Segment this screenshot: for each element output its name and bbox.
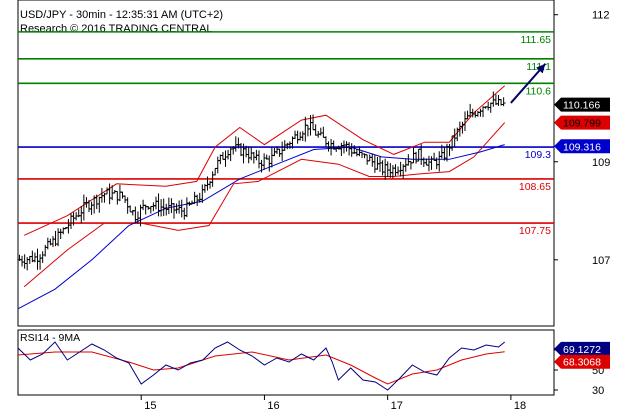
x-tick-label: 17 [391, 400, 403, 412]
price-tag-support [554, 115, 610, 130]
x-tick-label: 18 [514, 400, 526, 412]
bollinger-upper-line [23, 85, 506, 236]
rsi-y-tick-label: 30 [592, 385, 604, 397]
price-tag-label: 109.316 [563, 141, 601, 153]
y-tick-label: 107 [592, 255, 610, 267]
bollinger-lower-line [23, 122, 506, 288]
price-tag-label: 109.799 [563, 118, 601, 130]
level-label: 107.75 [519, 225, 551, 237]
rsi-panel [17, 329, 555, 396]
y-tick-label: 109 [592, 157, 610, 169]
price-tag-pivot [554, 139, 610, 154]
rsi-tag-rsi [554, 341, 610, 356]
price-tag-price [554, 97, 610, 112]
level-label: 108.65 [519, 181, 551, 193]
level-label: 110.6 [526, 85, 552, 97]
chart-title: USD/JPY - 30min - 12:35:31 AM (UTC+2) [20, 9, 224, 21]
rsi-line [17, 341, 506, 391]
level-label: 109.3 [525, 149, 551, 161]
rsi-ma-line [17, 351, 505, 385]
price-tag-label: 110.166 [563, 100, 600, 112]
rsi-tag-rsi_ma [554, 354, 610, 369]
price-panel [17, 0, 555, 327]
rsi-title: RSI14 - 9MA [20, 332, 80, 344]
y-tick-label: 112 [592, 10, 610, 22]
rsi-tag-label: 68.3068 [563, 357, 601, 369]
level-label: 111.65 [520, 34, 551, 46]
forecast-arrowhead [536, 63, 546, 74]
x-tick-label: 16 [267, 400, 279, 412]
rsi-tag-label: 69.1272 [563, 344, 601, 356]
x-tick-label: 15 [144, 400, 156, 412]
